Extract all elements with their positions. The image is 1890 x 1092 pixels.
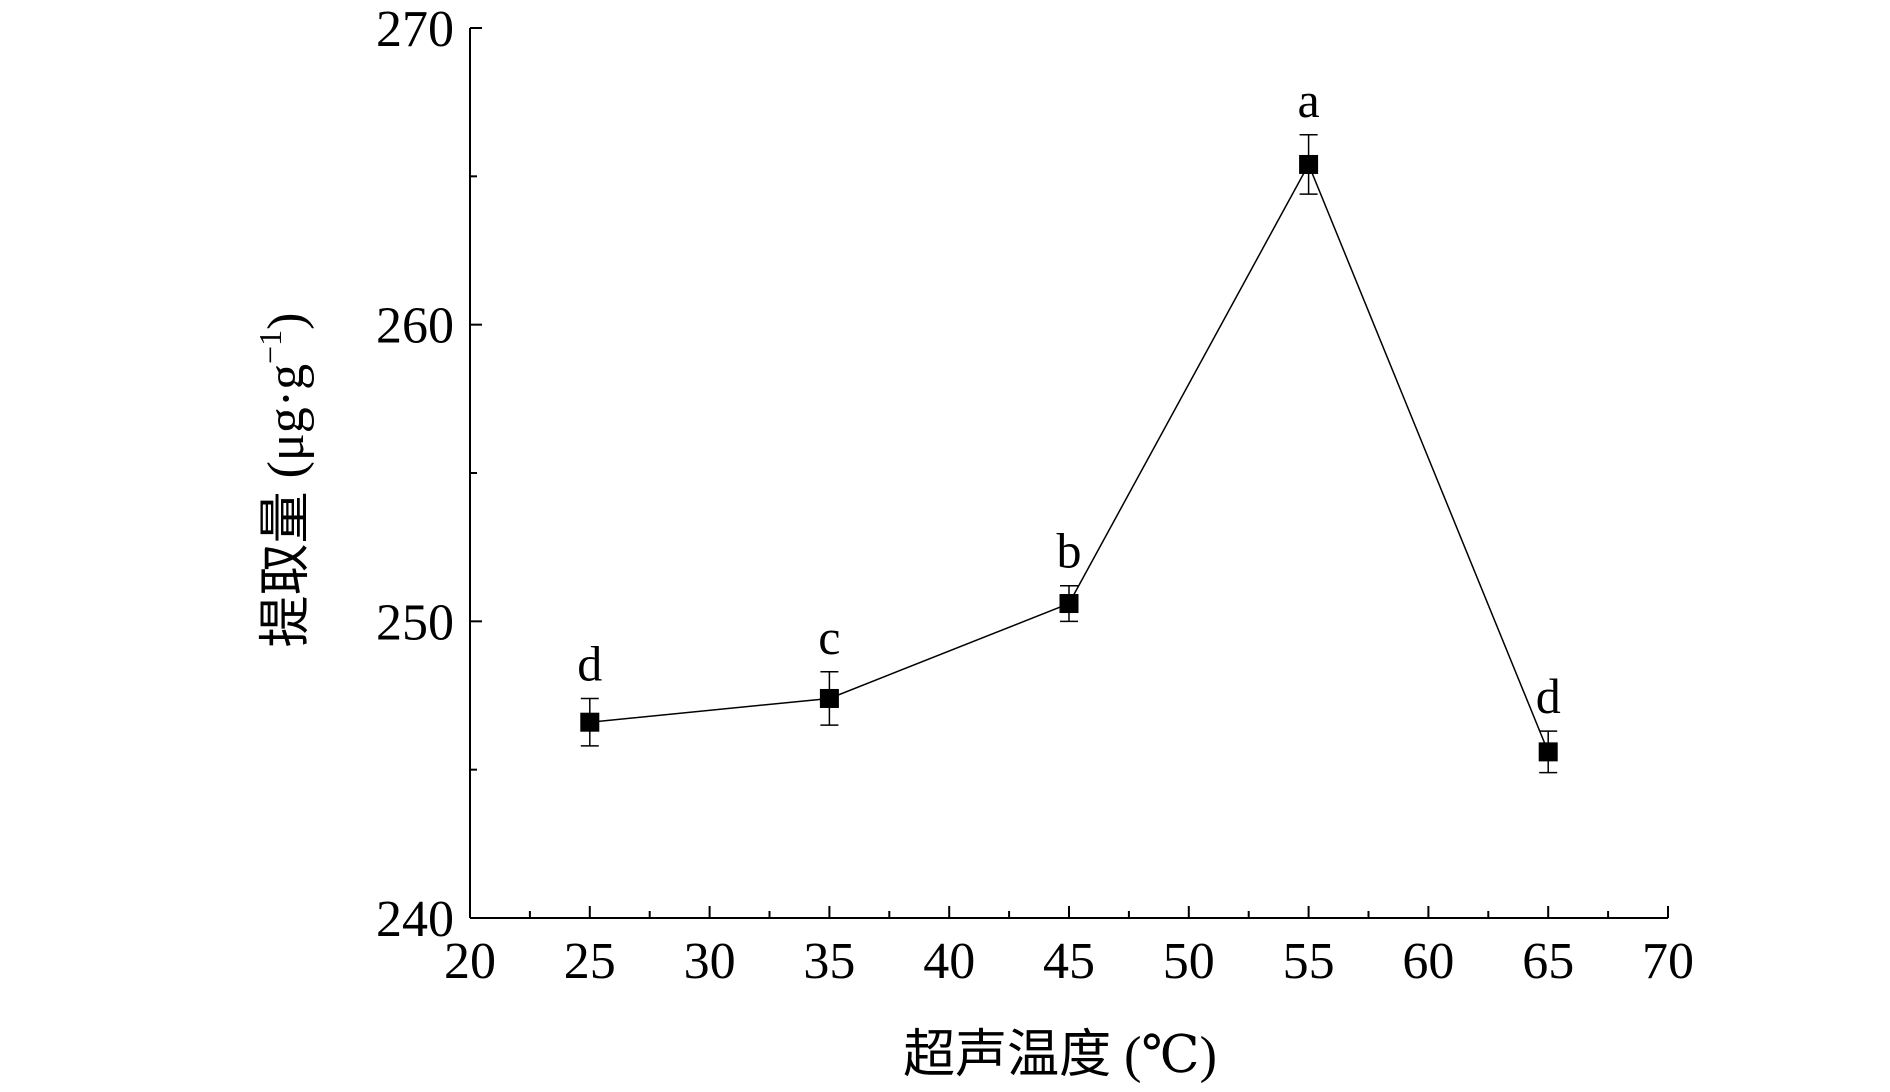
data-points (580, 154, 1558, 762)
error-bars (580, 134, 1558, 774)
series-line (589, 162, 1549, 753)
data-point-square (1299, 154, 1319, 174)
significance-labels: d c b a d (577, 72, 1560, 724)
x-tick-label: 40 (923, 933, 975, 990)
significance-letter: b (1057, 523, 1082, 579)
y-tick-label: 240 (376, 891, 454, 948)
x-tick-label: 30 (684, 933, 736, 990)
y-tick-label: 260 (376, 298, 454, 355)
x-tick-label: 70 (1642, 933, 1694, 990)
y-axis-title-main: 提取量 (μg·g (258, 364, 315, 648)
y-tick-label: 270 (376, 1, 454, 58)
x-tick-label: 60 (1402, 933, 1454, 990)
y-tick-label: 250 (376, 594, 454, 651)
significance-letter: a (1297, 72, 1319, 128)
data-point-square (580, 712, 600, 732)
tick-labels: 20 25 30 35 40 45 50 55 60 65 70 240 250 260 270 (376, 1, 1694, 990)
y-axis-title-close: ) (258, 313, 315, 330)
ticks (469, 27, 1669, 919)
x-tick-label: 35 (803, 933, 855, 990)
data-point-square (1538, 742, 1558, 762)
data-point-square (819, 688, 839, 708)
x-tick-label: 45 (1043, 933, 1095, 990)
data-point-square (1059, 594, 1079, 614)
x-tick-label: 65 (1522, 933, 1574, 990)
x-tick-label: 50 (1163, 933, 1215, 990)
significance-letter: d (1536, 668, 1561, 724)
significance-letter: c (818, 609, 840, 665)
series-polyline (589, 162, 1549, 753)
x-axis-title: 超声温度 (℃) (903, 1027, 1217, 1084)
x-tick-label: 55 (1283, 933, 1335, 990)
y-axis-title: 提取量 (μg·g−1) (252, 313, 315, 648)
x-tick-label: 20 (444, 933, 496, 990)
y-axis-title-superscript: −1 (252, 330, 288, 364)
x-tick-label: 25 (564, 933, 616, 990)
axes (469, 28, 1668, 919)
significance-letter: d (577, 635, 602, 691)
